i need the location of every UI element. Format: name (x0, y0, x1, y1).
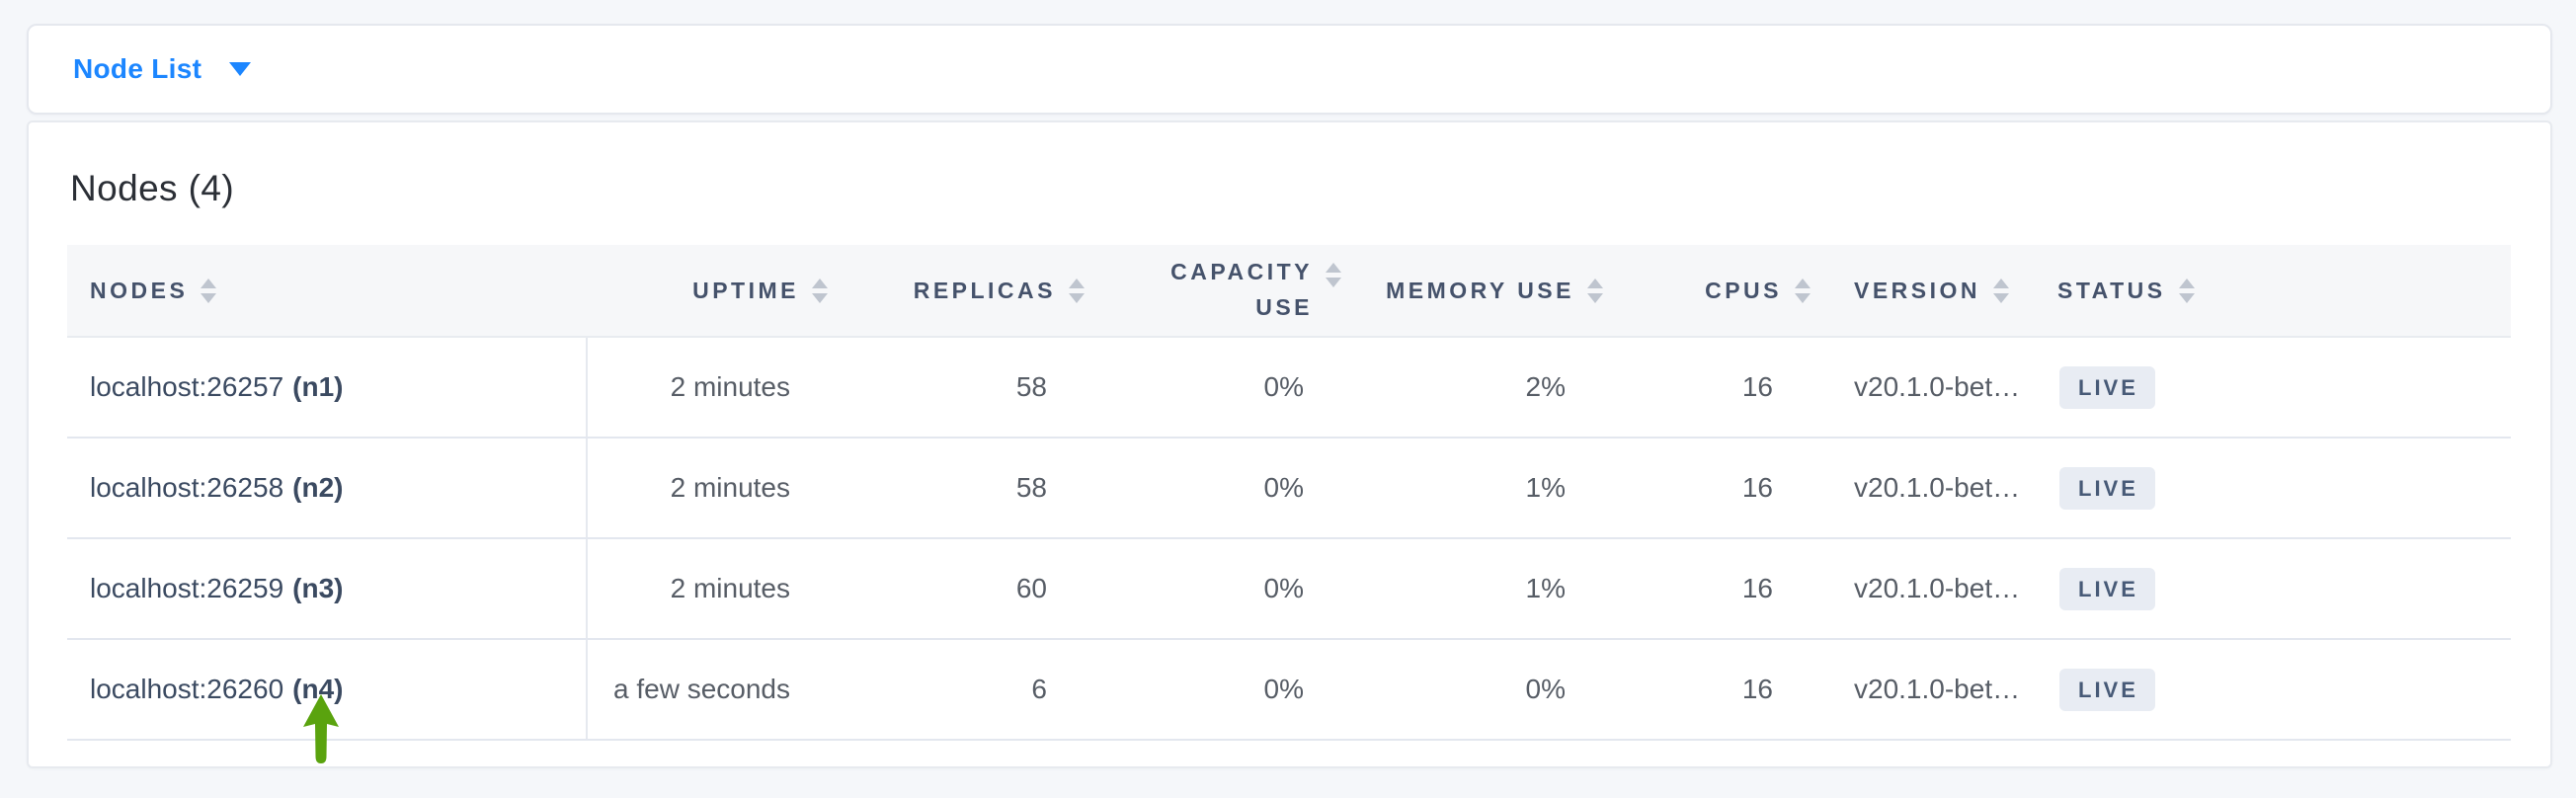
cell-capacity-use: 0% (1090, 438, 1347, 539)
table-row: localhost:26258 (n2) 2 minutes 58 0% 1% 1… (67, 438, 2511, 539)
node-link[interactable]: localhost:26260 (n4) (90, 674, 343, 704)
cell-replicas: 58 (834, 337, 1090, 439)
status-badge: LIVE (2059, 567, 2155, 610)
table-row: localhost:26259 (n3) 2 minutes 60 0% 1% 1… (67, 538, 2511, 640)
column-header-status[interactable]: STATUS (2024, 245, 2511, 338)
table-row: localhost:26257 (n1) 2 minutes 58 0% 2% 1… (67, 337, 2511, 439)
cell-replicas: 60 (834, 538, 1090, 640)
cell-uptime: 2 minutes (587, 538, 834, 640)
sort-icon[interactable] (812, 278, 828, 303)
cell-version: v20.1.0-bet… (1816, 639, 2024, 741)
cell-memory-use: 0% (1347, 639, 1609, 741)
node-address: localhost:26258 (90, 472, 284, 503)
nodes-table: NODES UPTIME REPLICAS CAPACITY USE MEMOR… (67, 245, 2511, 741)
node-id: (n1) (292, 371, 344, 402)
cell-cpus: 16 (1609, 639, 1816, 741)
status-badge: LIVE (2059, 365, 2155, 409)
sort-icon[interactable] (201, 278, 217, 303)
cell-capacity-use: 0% (1090, 639, 1347, 741)
node-address: localhost:26259 (90, 573, 284, 603)
sort-icon[interactable] (1993, 278, 2010, 303)
cell-memory-use: 2% (1347, 337, 1609, 439)
cell-replicas: 58 (834, 438, 1090, 539)
cell-status: LIVE (2024, 639, 2511, 741)
cell-status: LIVE (2024, 538, 2511, 640)
cell-capacity-use: 0% (1090, 538, 1347, 640)
cell-version: v20.1.0-bet… (1816, 337, 2024, 439)
cell-uptime: a few seconds (587, 639, 834, 741)
cell-memory-use: 1% (1347, 438, 1609, 539)
column-header-capacity-use[interactable]: CAPACITY USE (1090, 245, 1347, 338)
column-header-version[interactable]: VERSION (1816, 245, 2024, 338)
status-badge: LIVE (2059, 668, 2155, 711)
cell-status: LIVE (2024, 337, 2511, 439)
status-badge: LIVE (2059, 466, 2155, 510)
node-id: (n3) (292, 573, 344, 603)
cell-uptime: 2 minutes (587, 438, 834, 539)
column-header-replicas[interactable]: REPLICAS (834, 245, 1090, 338)
node-link[interactable]: localhost:26259 (n3) (90, 573, 343, 603)
cell-cpus: 16 (1609, 438, 1816, 539)
caret-down-icon (229, 62, 252, 76)
node-id: (n4) (292, 674, 344, 704)
cell-version: v20.1.0-bet… (1816, 438, 2024, 539)
cell-cpus: 16 (1609, 538, 1816, 640)
cell-node-address: localhost:26257 (n1) (67, 337, 588, 439)
view-dropdown-label: Node List (73, 53, 202, 84)
column-header-uptime[interactable]: UPTIME (587, 245, 834, 338)
column-header-cpus[interactable]: CPUS (1609, 245, 1816, 338)
node-address: localhost:26260 (90, 674, 284, 704)
cell-version: v20.1.0-bet… (1816, 538, 2024, 640)
sort-icon[interactable] (2178, 278, 2195, 303)
table-header-row: NODES UPTIME REPLICAS CAPACITY USE MEMOR… (67, 245, 2511, 338)
cell-node-address: localhost:26259 (n3) (67, 538, 588, 640)
nodes-panel: Nodes (4) NODES UPTIME REPLICAS (27, 120, 2552, 768)
sort-icon[interactable] (1069, 278, 1085, 303)
view-dropdown[interactable]: Node List (27, 24, 2552, 115)
cell-status: LIVE (2024, 438, 2511, 539)
node-id: (n2) (292, 472, 344, 503)
node-link[interactable]: localhost:26258 (n2) (90, 472, 343, 503)
table-row: localhost:26260 (n4) a few seconds 6 0% 0… (67, 639, 2511, 741)
nodes-count-title: Nodes (4) (70, 168, 235, 208)
node-link[interactable]: localhost:26257 (n1) (90, 371, 343, 402)
cell-capacity-use: 0% (1090, 337, 1347, 439)
sort-icon[interactable] (1795, 278, 1811, 303)
cell-node-address: localhost:26258 (n2) (67, 438, 588, 539)
cell-uptime: 2 minutes (587, 337, 834, 439)
sort-icon[interactable] (1587, 278, 1603, 303)
green-arrow-icon (303, 694, 339, 763)
cell-cpus: 16 (1609, 337, 1816, 439)
column-header-memory-use[interactable]: MEMORY USE (1347, 245, 1609, 338)
sort-icon[interactable] (1326, 263, 1341, 288)
cell-memory-use: 1% (1347, 538, 1609, 640)
column-header-nodes[interactable]: NODES (67, 245, 587, 338)
node-address: localhost:26257 (90, 371, 284, 402)
cell-replicas: 6 (834, 639, 1090, 741)
